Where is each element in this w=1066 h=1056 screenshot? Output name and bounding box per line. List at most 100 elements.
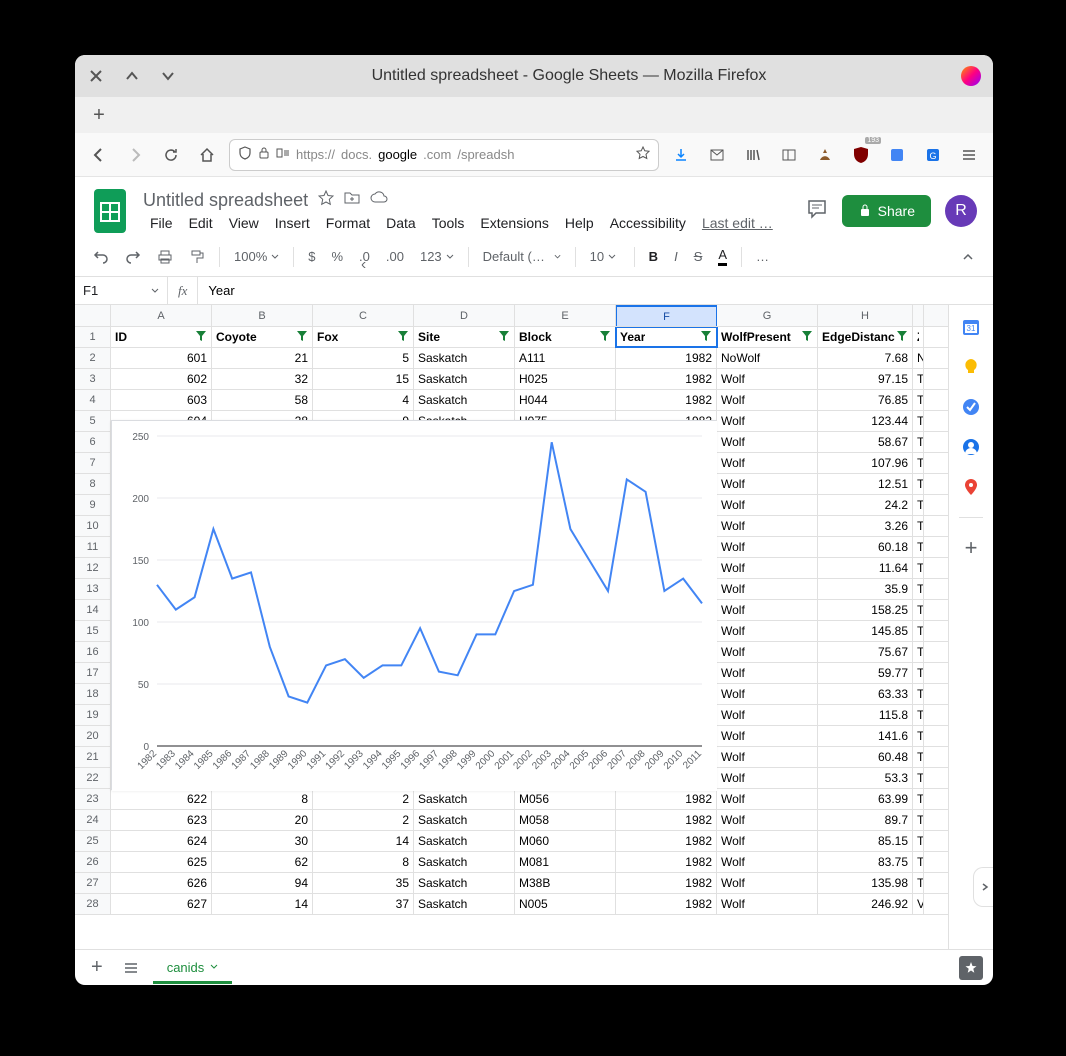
cell[interactable]: Saskatch: [414, 852, 515, 872]
cell[interactable]: Wolf: [717, 579, 818, 599]
cell[interactable]: T: [913, 390, 924, 410]
sheet-tab[interactable]: canids: [153, 952, 233, 984]
downloads-button[interactable]: [667, 141, 695, 169]
strike-button[interactable]: S: [688, 245, 709, 268]
row-header-4[interactable]: 4: [75, 390, 111, 410]
cell[interactable]: 123.44: [818, 411, 913, 431]
row-header-25[interactable]: 25: [75, 831, 111, 851]
row-header-21[interactable]: 21: [75, 747, 111, 767]
cell[interactable]: Wolf: [717, 789, 818, 809]
row-header-23[interactable]: 23: [75, 789, 111, 809]
cell[interactable]: Wolf: [717, 495, 818, 515]
cell[interactable]: Wolf: [717, 705, 818, 725]
cell[interactable]: 63.33: [818, 684, 913, 704]
side-panel-collapse-button[interactable]: [973, 867, 993, 907]
cell[interactable]: T: [913, 453, 924, 473]
filter-icon[interactable]: [700, 330, 712, 345]
header-cell[interactable]: WolfPresent: [717, 327, 818, 347]
cell[interactable]: Wolf: [717, 810, 818, 830]
back-button[interactable]: [85, 141, 113, 169]
cell[interactable]: 107.96: [818, 453, 913, 473]
forward-button[interactable]: [121, 141, 149, 169]
cell[interactable]: V: [913, 894, 924, 914]
filter-icon[interactable]: [195, 330, 207, 345]
cell[interactable]: Saskatch: [414, 810, 515, 830]
cell[interactable]: 1982: [616, 348, 717, 368]
cell[interactable]: 53.3: [818, 768, 913, 788]
header-cell[interactable]: Block: [515, 327, 616, 347]
header-cell[interactable]: EdgeDistanc: [818, 327, 913, 347]
cell[interactable]: 2: [313, 810, 414, 830]
header-cell[interactable]: Z: [913, 327, 924, 347]
cell[interactable]: T: [913, 411, 924, 431]
row-header-3[interactable]: 3: [75, 369, 111, 389]
row-header-17[interactable]: 17: [75, 663, 111, 683]
menu-accessibility[interactable]: Accessibility: [603, 213, 693, 233]
filter-icon[interactable]: [599, 330, 611, 345]
cell[interactable]: 141.6: [818, 726, 913, 746]
zoom-select[interactable]: 100%: [228, 245, 285, 268]
cell[interactable]: Wolf: [717, 747, 818, 767]
cell[interactable]: T: [913, 684, 924, 704]
cell[interactable]: T: [913, 621, 924, 641]
cell[interactable]: 97.15: [818, 369, 913, 389]
cell[interactable]: 625: [111, 852, 212, 872]
cell[interactable]: Wolf: [717, 831, 818, 851]
column-header-B[interactable]: B: [212, 305, 313, 326]
cell[interactable]: N005: [515, 894, 616, 914]
cell[interactable]: Wolf: [717, 621, 818, 641]
row-header-1[interactable]: 1: [75, 327, 111, 347]
share-button[interactable]: Share: [842, 195, 931, 227]
cell[interactable]: T: [913, 558, 924, 578]
filter-icon[interactable]: [397, 330, 409, 345]
window-down-button[interactable]: [159, 67, 177, 85]
cell[interactable]: Wolf: [717, 894, 818, 914]
window-close-button[interactable]: [87, 67, 105, 85]
cell[interactable]: 627: [111, 894, 212, 914]
cell[interactable]: 623: [111, 810, 212, 830]
cell[interactable]: M058: [515, 810, 616, 830]
cell[interactable]: Saskatch: [414, 894, 515, 914]
toolbar-collapse-button[interactable]: [955, 246, 981, 268]
cell[interactable]: Wolf: [717, 873, 818, 893]
reload-button[interactable]: [157, 141, 185, 169]
cell[interactable]: Saskatch: [414, 348, 515, 368]
cell[interactable]: 1982: [616, 894, 717, 914]
cell[interactable]: Wolf: [717, 474, 818, 494]
cloud-icon[interactable]: [370, 191, 388, 210]
row-header-14[interactable]: 14: [75, 600, 111, 620]
cell[interactable]: H044: [515, 390, 616, 410]
row-header-7[interactable]: 7: [75, 453, 111, 473]
menu-insert[interactable]: Insert: [268, 213, 317, 233]
cell[interactable]: Wolf: [717, 642, 818, 662]
cell[interactable]: T: [913, 873, 924, 893]
cell[interactable]: 115.8: [818, 705, 913, 725]
header-cell[interactable]: ID: [111, 327, 212, 347]
cell[interactable]: 8: [313, 852, 414, 872]
row-header-8[interactable]: 8: [75, 474, 111, 494]
row-header-16[interactable]: 16: [75, 642, 111, 662]
cell[interactable]: Wolf: [717, 558, 818, 578]
menu-help[interactable]: Help: [558, 213, 601, 233]
cell[interactable]: 1982: [616, 831, 717, 851]
cell[interactable]: 37: [313, 894, 414, 914]
row-header-9[interactable]: 9: [75, 495, 111, 515]
column-header-C[interactable]: C: [313, 305, 414, 326]
sidebar-button[interactable]: [775, 141, 803, 169]
row-header-13[interactable]: 13: [75, 579, 111, 599]
cell[interactable]: 60.48: [818, 747, 913, 767]
cell[interactable]: 20: [212, 810, 313, 830]
cell[interactable]: T: [913, 516, 924, 536]
extension-icon-2[interactable]: [883, 141, 911, 169]
column-header-G[interactable]: G: [717, 305, 818, 326]
decrease-decimal-button[interactable]: .0: [353, 245, 376, 268]
cell[interactable]: Wolf: [717, 390, 818, 410]
spreadsheet-grid[interactable]: ABCDEFGH 1IDCoyoteFoxSiteBlockYearWolfPr…: [75, 305, 948, 949]
cell[interactable]: T: [913, 831, 924, 851]
add-addon-button[interactable]: +: [961, 538, 981, 558]
home-button[interactable]: [193, 141, 221, 169]
filter-icon[interactable]: [498, 330, 510, 345]
cell[interactable]: Wolf: [717, 768, 818, 788]
account-avatar[interactable]: R: [945, 195, 977, 227]
column-header-H[interactable]: H: [818, 305, 913, 326]
